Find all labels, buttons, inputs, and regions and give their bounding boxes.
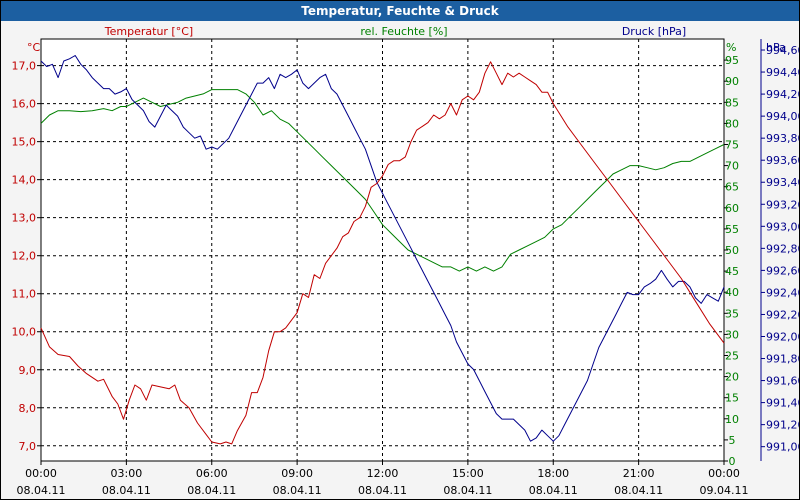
temperature-tick-label: 17,0 bbox=[12, 60, 37, 73]
x-tick-label-date: 08.04.11 bbox=[443, 484, 492, 497]
temperature-tick-label: 7,0 bbox=[19, 440, 37, 453]
humidity-tick-label: 75 bbox=[725, 139, 739, 152]
x-tick-label-date: 08.04.11 bbox=[17, 484, 66, 497]
pressure-tick-label: 994,20 bbox=[766, 88, 799, 101]
x-tick-label-date: 08.04.11 bbox=[529, 484, 578, 497]
pressure-tick-label: 991,00 bbox=[766, 441, 799, 454]
pressure-tick-label: 993,60 bbox=[766, 154, 799, 167]
temperature-unit-label: °C bbox=[27, 41, 41, 54]
humidity-tick-label: 35 bbox=[725, 307, 739, 320]
humidity-unit-label: % bbox=[726, 41, 736, 54]
humidity-tick-label: 60 bbox=[725, 202, 739, 215]
pressure-axis-label: Druck [hPa] bbox=[622, 25, 686, 38]
humidity-tick-label: 10 bbox=[725, 413, 739, 426]
series-line-pressure bbox=[40, 55, 725, 442]
series-line-humidity bbox=[40, 89, 725, 272]
x-tick-label-date: 08.04.11 bbox=[358, 484, 407, 497]
x-tick-label-date: 08.04.11 bbox=[273, 484, 322, 497]
pressure-tick-label: 991,20 bbox=[766, 419, 799, 432]
humidity-tick-label: 45 bbox=[725, 265, 739, 278]
humidity-tick-label: 15 bbox=[725, 392, 739, 405]
pressure-tick-label: 993,00 bbox=[766, 220, 799, 233]
chart-title: Temperatur, Feuchte & Druck bbox=[1, 1, 799, 21]
pressure-tick-label: 992,00 bbox=[766, 330, 799, 343]
humidity-axis-label: rel. Feuchte [%] bbox=[360, 25, 447, 38]
labels: 00:00 08.04.11 03:00 08.04.11 06:00 08.04.11 0… bbox=[12, 25, 800, 497]
pressure-tick-label: 993,80 bbox=[766, 132, 799, 145]
series bbox=[40, 55, 725, 445]
humidity-tick-label: 50 bbox=[725, 244, 739, 257]
temperature-tick-label: 14,0 bbox=[12, 174, 37, 187]
pressure-unit-label: hPa bbox=[766, 41, 786, 54]
humidity-tick-label: 5 bbox=[729, 434, 736, 447]
pressure-tick-label: 992,80 bbox=[766, 242, 799, 255]
x-tick-label-time: 00:00 bbox=[708, 467, 740, 480]
temperature-tick-label: 11,0 bbox=[12, 288, 37, 301]
humidity-tick-label: 30 bbox=[725, 328, 739, 341]
temperature-tick-label: 12,0 bbox=[12, 250, 37, 263]
pressure-tick-label: 993,20 bbox=[766, 198, 799, 211]
x-tick-label-time: 03:00 bbox=[111, 467, 143, 480]
pressure-tick-label: 994,60 bbox=[766, 44, 799, 57]
temperature-tick-label: 10,0 bbox=[12, 326, 37, 339]
humidity-tick-label: 20 bbox=[725, 371, 739, 384]
x-tick-label-time: 09:00 bbox=[281, 467, 313, 480]
pressure-tick-label: 992,20 bbox=[766, 308, 799, 321]
temperature-tick-label: 15,0 bbox=[12, 136, 37, 149]
pressure-tick-label: 992,40 bbox=[766, 286, 799, 299]
x-tick-label-time: 12:00 bbox=[367, 467, 399, 480]
x-tick-label-date: 08.04.11 bbox=[614, 484, 663, 497]
pressure-tick-label: 991,80 bbox=[766, 353, 799, 366]
pressure-tick-label: 993,40 bbox=[766, 176, 799, 189]
series-line-temperature bbox=[40, 61, 725, 445]
humidity-tick-label: 65 bbox=[725, 181, 739, 194]
x-tick-label-time: 21:00 bbox=[623, 467, 655, 480]
temperature-tick-label: 8,0 bbox=[19, 402, 37, 415]
humidity-tick-label: 90 bbox=[725, 75, 739, 88]
chart-svg: 00:00 08.04.11 03:00 08.04.11 06:00 08.04.11 0… bbox=[12, 25, 800, 497]
humidity-tick-label: 55 bbox=[725, 223, 739, 236]
x-tick-label-time: 15:00 bbox=[452, 467, 484, 480]
pressure-tick-label: 994,00 bbox=[766, 110, 799, 123]
humidity-tick-label: 25 bbox=[725, 350, 739, 363]
x-tick-label-date: 08.04.11 bbox=[102, 484, 151, 497]
temperature-tick-label: 13,0 bbox=[12, 212, 37, 225]
grid bbox=[40, 38, 725, 462]
temperature-tick-label: 16,0 bbox=[12, 98, 37, 111]
temperature-tick-label: 9,0 bbox=[19, 364, 37, 377]
pressure-tick-label: 992,60 bbox=[766, 264, 799, 277]
humidity-tick-label: 80 bbox=[725, 117, 739, 130]
humidity-tick-label: 85 bbox=[725, 96, 739, 109]
humidity-tick-label: 40 bbox=[725, 286, 739, 299]
pressure-tick-label: 991,40 bbox=[766, 397, 799, 410]
temperature-axis-label: Temperatur [°C] bbox=[104, 25, 193, 38]
x-tick-label-time: 06:00 bbox=[196, 467, 228, 480]
x-tick-label-date: 09.04.11 bbox=[700, 484, 749, 497]
pressure-tick-label: 994,40 bbox=[766, 66, 799, 79]
axes bbox=[37, 39, 765, 465]
x-tick-label-date: 08.04.11 bbox=[187, 484, 236, 497]
x-tick-label-time: 18:00 bbox=[537, 467, 569, 480]
humidity-tick-label: 0 bbox=[729, 455, 736, 468]
humidity-tick-label: 70 bbox=[725, 160, 739, 173]
pressure-tick-label: 991,60 bbox=[766, 375, 799, 388]
humidity-tick-label: 95 bbox=[725, 54, 739, 67]
x-tick-label-time: 00:00 bbox=[25, 467, 57, 480]
